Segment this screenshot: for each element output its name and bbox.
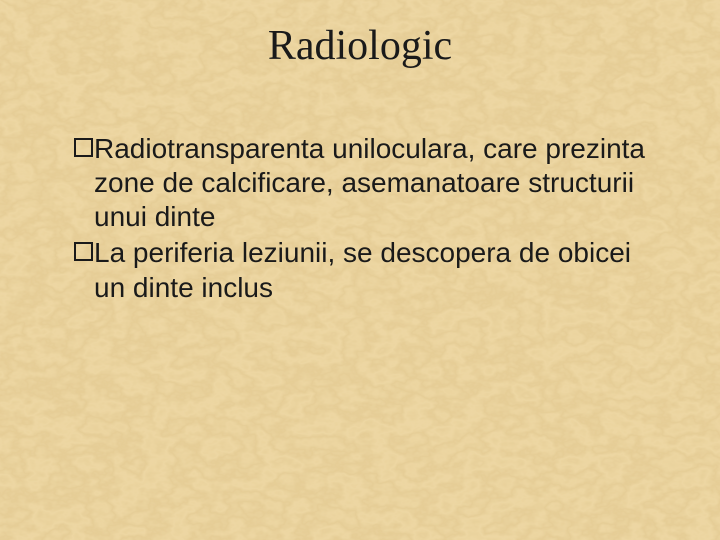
list-item: La periferia leziunii, se descopera de o… <box>74 236 656 304</box>
slide: Radiologic Radiotransparenta uniloculara… <box>0 0 720 540</box>
slide-body: Radiotransparenta uniloculara, care prez… <box>74 132 656 307</box>
square-bullet-icon <box>74 138 93 157</box>
list-item-text: Radiotransparenta uniloculara, care prez… <box>94 132 656 234</box>
list-item-text: La periferia leziunii, se descopera de o… <box>94 236 656 304</box>
square-bullet-icon <box>74 242 93 261</box>
slide-title: Radiologic <box>0 22 720 70</box>
list-item: Radiotransparenta uniloculara, care prez… <box>74 132 656 234</box>
